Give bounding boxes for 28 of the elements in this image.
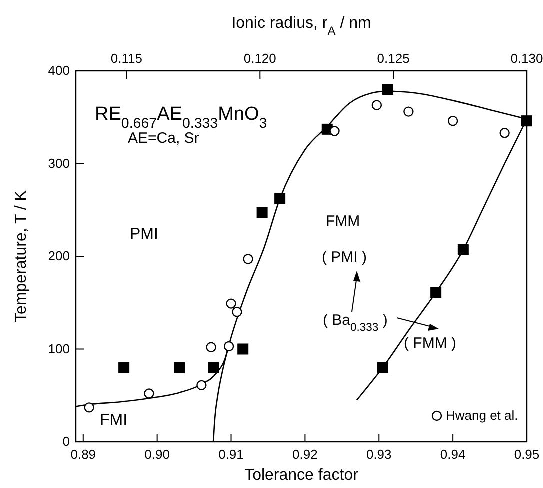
x2-tick-label: 0.120 — [244, 51, 276, 66]
y-tick-label: 100 — [48, 341, 70, 356]
x-tick-label: 0.94 — [440, 447, 466, 462]
annotation: AE=Ca, Sr — [128, 130, 200, 147]
y-tick-label: 0 — [62, 434, 70, 449]
x-tick-label: 0.93 — [366, 447, 392, 462]
legend-label: Hwang et al. — [446, 408, 518, 423]
x-tick-label: 0.90 — [144, 447, 170, 462]
x-tick-label: 0.89 — [70, 447, 96, 462]
x-tick-label: 0.95 — [514, 447, 540, 462]
x2-axis-title: Ionic radius, r$_{A}$ / nm — [232, 15, 372, 38]
annotation: PMI — [130, 226, 158, 243]
annotation: ( FMM ) — [404, 335, 456, 352]
annotation: RE$_{0.667}$AE$_{0.333}$MnO$_{3}$ — [95, 104, 268, 132]
y-tick-label: 400 — [48, 63, 70, 78]
annotation: FMM — [326, 213, 360, 230]
x2-tick-label: 0.130 — [510, 51, 543, 66]
y-axis-title: Temperature, T / K — [13, 190, 30, 322]
x2-tick-label: 0.125 — [377, 51, 410, 66]
annotation: FMI — [100, 412, 128, 429]
annotation: ( Ba$_{0.333}$ ) — [323, 312, 388, 334]
y-tick-label: 200 — [48, 248, 70, 264]
x-tick-label: 0.91 — [218, 447, 244, 462]
y-tick-label: 300 — [48, 156, 70, 171]
x-axis-title: Tolerance factor — [244, 467, 360, 484]
x-tick-label: 0.92 — [292, 447, 318, 462]
x2-tick-label: 0.115 — [110, 51, 142, 66]
annotation: ( PMI ) — [322, 249, 367, 266]
